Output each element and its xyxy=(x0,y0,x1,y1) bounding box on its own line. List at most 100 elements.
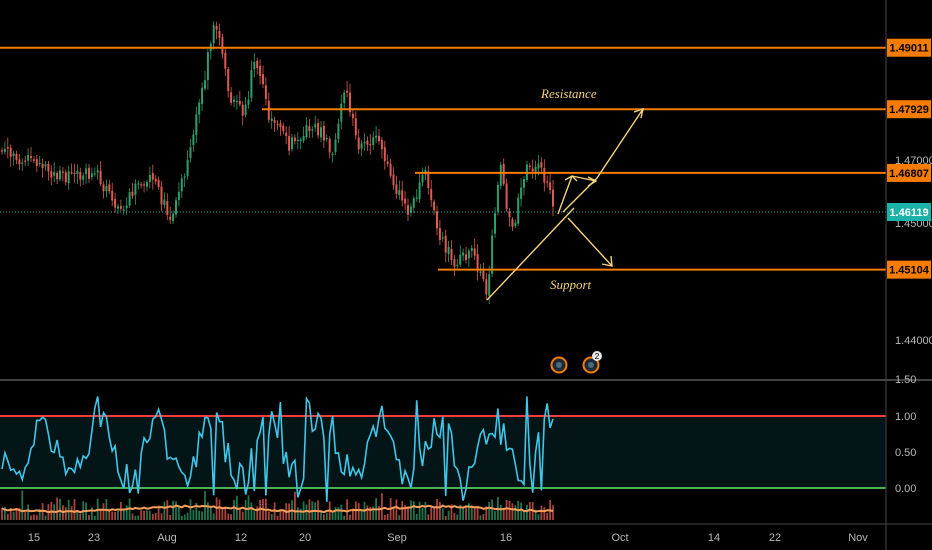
volume-bar xyxy=(73,499,76,520)
volume-bar xyxy=(392,507,395,520)
support-label: Support xyxy=(550,277,592,292)
candle xyxy=(189,139,192,163)
candle xyxy=(363,132,366,151)
candle xyxy=(482,262,485,282)
candle xyxy=(259,59,262,85)
candle xyxy=(407,198,409,221)
candle xyxy=(552,179,554,217)
volume-bar xyxy=(294,491,296,520)
candle xyxy=(549,172,552,194)
candle xyxy=(360,140,363,157)
event-icon-2[interactable]: 2 xyxy=(582,351,603,374)
volume-bar xyxy=(447,510,450,520)
level-2-tag-label: 1.47929 xyxy=(889,104,929,116)
candle xyxy=(314,115,317,132)
indicator-tick-2: 1.00 xyxy=(895,411,916,423)
volume-bar xyxy=(198,510,201,520)
candle xyxy=(3,141,6,155)
candle xyxy=(140,182,143,189)
candle xyxy=(198,99,201,124)
candle xyxy=(276,120,279,131)
candle xyxy=(543,159,546,192)
volume-bar xyxy=(189,499,192,520)
volume-bar xyxy=(99,510,102,520)
candle xyxy=(128,188,131,208)
volume-bar xyxy=(386,513,389,520)
volume-bar xyxy=(157,505,160,520)
price-tick-3: 1.44000 xyxy=(895,335,932,347)
candle xyxy=(270,111,273,129)
arrow-down-head xyxy=(601,255,613,267)
candle xyxy=(453,255,456,277)
volume-bar xyxy=(163,501,166,520)
candle xyxy=(32,156,35,164)
candle xyxy=(285,126,288,145)
volume-bar xyxy=(543,507,546,520)
volume-bar xyxy=(247,495,250,520)
candle xyxy=(195,106,198,144)
candle xyxy=(459,245,462,268)
volume-bar xyxy=(230,514,232,520)
volume-bar xyxy=(357,503,360,520)
candle xyxy=(30,146,32,163)
candle xyxy=(540,157,543,173)
volume-bar xyxy=(323,514,325,520)
candle xyxy=(12,150,15,166)
candle xyxy=(250,60,253,102)
volume-bar xyxy=(331,512,334,520)
volume-bar xyxy=(238,507,241,520)
candle xyxy=(369,134,372,155)
candle xyxy=(169,206,172,224)
candle xyxy=(177,182,180,207)
candle xyxy=(430,179,433,207)
pullback-line xyxy=(557,175,573,215)
volume-bar xyxy=(325,512,328,520)
candle xyxy=(351,108,354,127)
candle xyxy=(227,66,230,98)
volume-bar xyxy=(407,506,409,520)
candle xyxy=(462,248,465,261)
candle xyxy=(53,162,56,183)
indicator-tick-4: 0.00 xyxy=(895,483,916,495)
candle xyxy=(108,179,111,195)
candle xyxy=(218,23,221,46)
candle xyxy=(221,33,224,59)
candle xyxy=(398,180,401,200)
volume-bar xyxy=(317,500,319,520)
time-tick-6: Sep xyxy=(387,532,407,544)
volume-bar xyxy=(494,511,496,520)
volume-bar xyxy=(430,505,433,520)
candle xyxy=(291,134,293,152)
candle xyxy=(119,199,122,211)
candle xyxy=(282,122,285,135)
candle xyxy=(67,165,70,190)
volume-bar xyxy=(44,515,47,520)
volume-bar xyxy=(253,511,256,520)
trend-line xyxy=(486,207,575,301)
candle xyxy=(499,161,502,190)
candle xyxy=(163,192,166,209)
volume-bar xyxy=(520,502,522,520)
candle xyxy=(450,240,453,266)
pullback-up-line xyxy=(571,175,597,182)
level-4-tag-label: 1.45104 xyxy=(889,265,930,277)
level-2-tag xyxy=(887,100,931,119)
candle xyxy=(418,172,421,203)
volume-bar xyxy=(131,513,134,520)
candle xyxy=(340,95,343,130)
volume-bar xyxy=(30,515,32,520)
candle xyxy=(204,70,206,91)
candle xyxy=(18,154,21,171)
candle xyxy=(24,156,27,167)
volume-bar xyxy=(340,504,343,520)
candle xyxy=(175,197,177,218)
candle xyxy=(183,173,186,187)
candle xyxy=(317,118,320,139)
candle xyxy=(172,210,175,224)
volume-bar xyxy=(459,504,462,520)
event-icon-1[interactable] xyxy=(550,356,568,374)
candle xyxy=(485,272,488,301)
time-axis[interactable]: 15 23 Aug 12 20 Sep 16 Oct 14 22 Nov xyxy=(0,523,932,544)
candle xyxy=(230,86,233,106)
